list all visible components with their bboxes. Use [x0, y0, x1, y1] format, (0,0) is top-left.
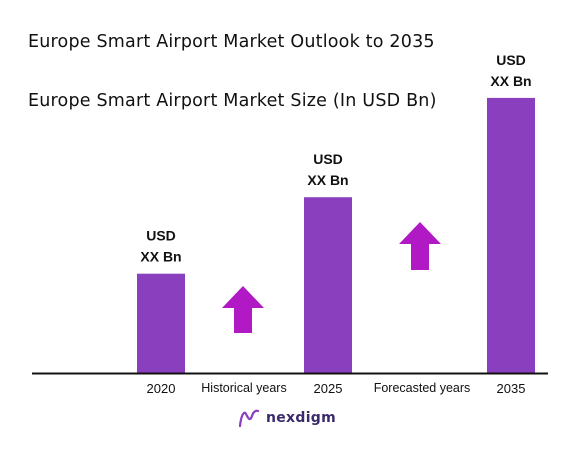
x-tick-label-2020: 2020 [147, 381, 176, 396]
chart-title: Europe Smart Airport Market Outlook to 2… [28, 32, 435, 52]
bar-2035 [487, 97, 535, 374]
bar-value-label: XX Bn [140, 249, 181, 265]
x-tick-label-2025: 2025 [314, 381, 343, 396]
period-label: Historical years [201, 381, 286, 395]
bar-value-label: USD [146, 228, 176, 244]
nexdigm-logo-icon [238, 409, 260, 428]
brand-logo: nexdigm [238, 408, 336, 428]
bar-value-label: XX Bn [490, 73, 531, 89]
bar-value-label: USD [496, 52, 526, 68]
period-label: Forecasted years [374, 381, 471, 395]
brand-name: nexdigm [266, 410, 337, 426]
bar-2025 [304, 197, 352, 373]
bar-value-label: USD [313, 151, 343, 167]
arrow-up-icon [222, 286, 264, 333]
bar-2020 [137, 273, 185, 373]
bar-value-label: XX Bn [307, 172, 348, 188]
x-tick-label-2035: 2035 [497, 381, 526, 396]
arrow-up-icon [399, 222, 441, 270]
chart-subtitle: Europe Smart Airport Market Size (In USD… [28, 91, 437, 111]
